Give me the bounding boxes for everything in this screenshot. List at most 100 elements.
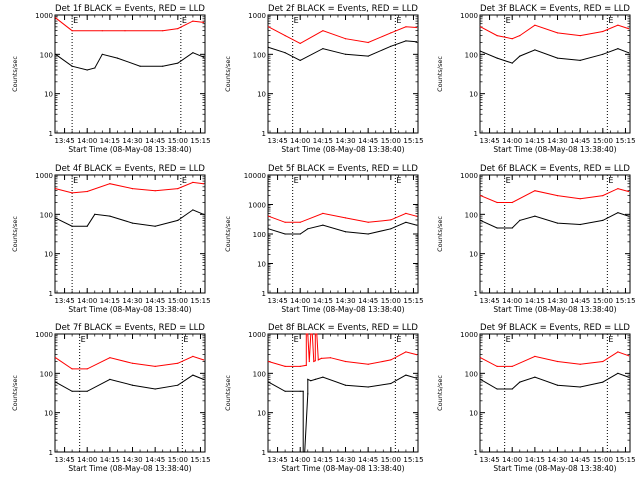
y-tick-label: 1 — [474, 290, 478, 298]
series-point — [109, 357, 111, 359]
y-tick-label: 100 — [253, 370, 266, 378]
plot-frame — [54, 333, 206, 453]
series-line-red-lld — [480, 351, 629, 367]
x-tick-label: 14:00 — [77, 456, 97, 464]
series-point — [139, 65, 141, 67]
x-tick-label: 15:15 — [615, 137, 635, 145]
event-marker: E — [396, 335, 401, 344]
series-point — [534, 376, 536, 378]
x-tick-label: 14:30 — [335, 137, 355, 145]
x-tick-label: 13:45 — [479, 456, 499, 464]
x-axis-label: Start Time (08-May-08 13:38:40) — [68, 305, 191, 314]
x-tick-label: 14:00 — [77, 297, 97, 305]
plot-frame — [54, 174, 206, 294]
series-point — [344, 38, 347, 40]
event-marker: E — [396, 16, 401, 25]
series-point — [405, 212, 407, 214]
x-tick-label: 14:30 — [547, 137, 567, 145]
x-axis-label: Start Time (08-May-08 13:38:40) — [281, 464, 404, 473]
series-point — [177, 362, 179, 364]
series-line-black-events — [480, 212, 629, 229]
series-point — [71, 225, 73, 227]
series-point — [307, 378, 309, 380]
x-tick-label: 14:15 — [525, 297, 545, 305]
series-point — [479, 219, 482, 221]
series-point — [479, 50, 482, 52]
x-tick-label: 14:45 — [570, 297, 590, 305]
x-tick-label: 15:00 — [593, 456, 613, 464]
plot-frame — [54, 14, 206, 134]
plot-frame — [479, 14, 631, 134]
chart-panel-3: Det 3f BLACK = Events, RED = LLD 1 10 100 10… — [436, 4, 636, 154]
x-tick-label: 15:00 — [381, 456, 401, 464]
series-point — [284, 221, 286, 223]
series-point — [311, 333, 313, 335]
series-line-black-events — [55, 52, 204, 71]
y-tick-label: 1 — [262, 449, 266, 457]
chart-panel-6: Det 6f BLACK = Events, RED = LLD 1 10 100 10… — [436, 164, 636, 314]
series-point — [131, 222, 134, 224]
series-point — [267, 46, 270, 49]
y-tick-label: 1000 — [35, 172, 53, 180]
series-point — [344, 384, 347, 386]
chart-panel-2: Det 2f BLACK = Events, RED = LLD 1 10 100 10… — [224, 4, 424, 154]
x-axis-label: Start Time (08-May-08 13:38:40) — [68, 464, 191, 473]
y-axis-label: Counts/sec — [224, 56, 232, 92]
y-tick-label: 1 — [474, 130, 478, 138]
series-point — [202, 183, 205, 185]
series-point — [579, 59, 581, 62]
series-point — [307, 228, 309, 230]
series-point — [415, 41, 418, 43]
series-point — [202, 56, 205, 58]
y-axis-label: Counts/sec — [11, 375, 19, 411]
series-point — [192, 181, 194, 183]
series-point — [299, 42, 301, 45]
event-marker: E — [608, 176, 613, 185]
y-tick-label: 1 — [49, 290, 53, 298]
y-tick-label: 10 — [44, 251, 53, 259]
chart-panel-8: Det 8f BLACK = Events, RED = LLD 1 10 100 10… — [224, 323, 424, 473]
y-tick-label: 1000 — [460, 172, 478, 180]
series-point — [86, 190, 88, 193]
series-point — [534, 24, 536, 26]
series-line-black-events — [480, 48, 629, 64]
series-point — [267, 228, 270, 230]
series-point — [344, 360, 347, 363]
series-point — [367, 55, 369, 57]
x-tick-label: 14:15 — [100, 297, 120, 305]
y-tick-label: 100 — [465, 211, 478, 219]
x-tick-label: 15:00 — [168, 297, 188, 305]
series-line-black-events — [55, 209, 204, 227]
x-tick-label: 14:15 — [100, 137, 120, 145]
y-tick-label: 100 — [465, 370, 478, 378]
x-tick-label: 13:45 — [267, 297, 287, 305]
plot-frame — [267, 14, 419, 134]
event-marker: E — [183, 335, 188, 344]
series-point — [405, 374, 407, 376]
series-point — [71, 30, 73, 32]
series-point — [329, 357, 331, 359]
series-line-red-lld — [55, 355, 204, 370]
series-point — [519, 219, 521, 221]
series-point — [192, 209, 194, 211]
chart-title: Det 5f BLACK = Events, RED = LLD — [268, 164, 418, 174]
y-tick-label: 100 — [40, 51, 53, 59]
series-line-black-events — [480, 372, 629, 390]
x-tick-label: 14:30 — [547, 297, 567, 305]
series-point — [617, 188, 619, 190]
series-point — [556, 195, 559, 197]
y-tick-label: 10000 — [244, 172, 266, 180]
series-point — [579, 198, 581, 200]
x-tick-label: 15:15 — [403, 456, 423, 464]
series-point — [511, 38, 513, 40]
event-marker: E — [73, 16, 78, 25]
event-marker: E — [294, 335, 299, 344]
series-line-red-lld — [55, 17, 204, 32]
series-point — [579, 386, 581, 388]
y-tick-label: 1 — [262, 130, 266, 138]
series-point — [617, 48, 619, 50]
x-tick-label: 13:45 — [267, 456, 287, 464]
series-point — [192, 374, 194, 376]
series-point — [479, 378, 482, 380]
